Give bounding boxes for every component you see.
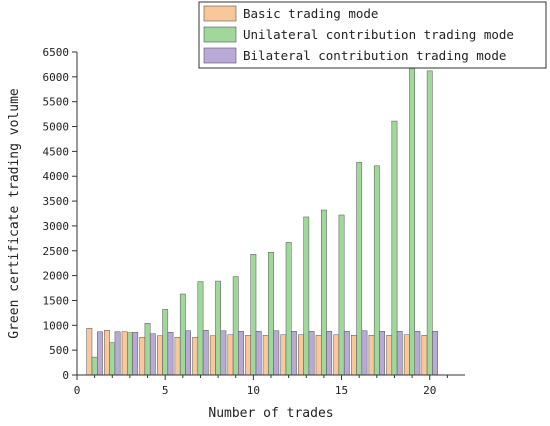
bar-series-1-trade-2 bbox=[104, 330, 110, 376]
y-tick-label: 500 bbox=[49, 344, 69, 357]
x-tick-label: 15 bbox=[335, 384, 348, 397]
bar-series-3-trade-1 bbox=[97, 331, 103, 376]
y-tick-label: 5000 bbox=[43, 121, 70, 134]
bar-series-2-trade-4 bbox=[144, 323, 151, 376]
bar-series-3-trade-10 bbox=[255, 331, 262, 376]
bar-series-1-trade-15 bbox=[333, 334, 340, 376]
x-tick-label: 5 bbox=[162, 384, 169, 397]
y-axis-title: Green certificate trading volume bbox=[7, 88, 22, 339]
y-tick-label: 4000 bbox=[43, 170, 70, 183]
bar-series-2-trade-3 bbox=[127, 332, 133, 376]
bar-series-2-trade-11 bbox=[268, 252, 274, 376]
bar-series-3-trade-20 bbox=[432, 331, 438, 376]
bar-series-2-trade-15 bbox=[338, 214, 345, 376]
legend-swatch-3 bbox=[203, 47, 237, 64]
bar-series-2-trade-20 bbox=[426, 70, 433, 376]
bar-series-3-trade-4 bbox=[149, 333, 156, 376]
bar-series-1-trade-4 bbox=[139, 336, 146, 376]
bar-series-1-trade-16 bbox=[351, 335, 357, 376]
x-axis-ticks: 0 5 10 15 20 bbox=[74, 375, 448, 397]
bar-series-3-trade-15 bbox=[343, 331, 350, 376]
y-tick-label: 2500 bbox=[43, 245, 70, 258]
x-tick-label: 0 bbox=[74, 384, 81, 397]
bar-series-1-trade-20 bbox=[421, 335, 428, 376]
bar-series-3-trade-13 bbox=[308, 331, 315, 376]
legend-label-1: Basic trading mode bbox=[243, 6, 378, 21]
bar-series-3-trade-12 bbox=[291, 331, 297, 376]
y-tick-label: 3000 bbox=[43, 220, 70, 233]
bar-series-2-trade-13 bbox=[303, 216, 310, 376]
bar-series-3-trade-9 bbox=[238, 331, 244, 376]
bar-series-2-trade-19 bbox=[409, 68, 415, 376]
bar-series-2-trade-1 bbox=[91, 356, 98, 376]
x-tick-label: 20 bbox=[423, 384, 436, 397]
bars-layer bbox=[86, 68, 438, 376]
x-tick-label: 10 bbox=[247, 384, 260, 397]
bar-series-1-trade-17 bbox=[368, 335, 375, 376]
y-tick-label: 2000 bbox=[43, 270, 70, 283]
bar-series-3-trade-2 bbox=[114, 331, 121, 376]
y-tick-label: 1000 bbox=[43, 319, 70, 332]
legend-label-2: Unilateral contribution trading mode bbox=[243, 27, 514, 42]
legend: Basic trading mode Unilateral contributio… bbox=[198, 1, 547, 69]
bar-series-1-trade-6 bbox=[174, 336, 181, 376]
y-tick-label: 6500 bbox=[43, 46, 70, 59]
bar-series-2-trade-7 bbox=[197, 281, 204, 376]
bar-series-3-trade-11 bbox=[273, 330, 280, 376]
bar-series-3-trade-14 bbox=[326, 331, 333, 376]
y-tick-label: 4500 bbox=[43, 145, 70, 158]
bar-series-1-trade-18 bbox=[386, 335, 393, 376]
bar-series-2-trade-16 bbox=[356, 162, 363, 376]
bar-series-3-trade-17 bbox=[379, 331, 385, 376]
bar-series-2-trade-17 bbox=[373, 165, 380, 376]
bar-series-1-trade-19 bbox=[403, 334, 410, 376]
bar-series-1-trade-12 bbox=[280, 334, 287, 376]
bar-series-2-trade-8 bbox=[215, 280, 221, 376]
y-tick-label: 5500 bbox=[43, 96, 70, 109]
bar-series-3-trade-7 bbox=[202, 330, 209, 376]
bar-series-3-trade-18 bbox=[396, 331, 403, 376]
bar-series-1-trade-8 bbox=[209, 335, 216, 376]
bar-series-1-trade-3 bbox=[121, 331, 128, 376]
bar-series-3-trade-19 bbox=[414, 331, 421, 376]
legend-label-3: Bilateral contribution trading mode bbox=[243, 48, 506, 63]
bar-series-3-trade-6 bbox=[185, 330, 192, 376]
legend-swatch-1 bbox=[203, 5, 237, 22]
bar-series-2-trade-9 bbox=[232, 276, 239, 376]
bar-series-2-trade-14 bbox=[321, 209, 327, 376]
bar-series-2-trade-10 bbox=[250, 254, 257, 376]
y-tick-label: 6000 bbox=[43, 71, 70, 84]
bar-series-1-trade-5 bbox=[157, 335, 163, 376]
legend-box bbox=[198, 1, 547, 69]
bar-series-2-trade-2 bbox=[109, 342, 116, 376]
bar-series-2-trade-5 bbox=[162, 309, 169, 376]
bar-series-1-trade-10 bbox=[245, 335, 251, 376]
bar-series-1-trade-7 bbox=[192, 336, 199, 376]
bar-series-3-trade-5 bbox=[167, 332, 174, 376]
legend-swatch-2 bbox=[203, 26, 237, 43]
y-tick-label: 0 bbox=[62, 369, 69, 382]
bar-series-2-trade-6 bbox=[179, 293, 186, 376]
bar-series-1-trade-13 bbox=[298, 334, 304, 376]
bar-series-1-trade-9 bbox=[227, 334, 234, 376]
bar-series-1-trade-11 bbox=[262, 335, 269, 376]
bar-series-3-trade-16 bbox=[361, 330, 368, 376]
y-axis-ticks: 0 500 1000 1500 2000 2500 3000 3500 4000 4500 5000… bbox=[43, 46, 77, 382]
y-tick-label: 3500 bbox=[43, 195, 70, 208]
bar-series-2-trade-12 bbox=[285, 242, 292, 376]
y-tick-label: 1500 bbox=[43, 294, 70, 307]
bar-series-3-trade-3 bbox=[132, 332, 139, 376]
bar-series-3-trade-8 bbox=[220, 330, 227, 376]
bar-series-1-trade-14 bbox=[315, 335, 322, 376]
bar-series-2-trade-18 bbox=[391, 120, 398, 376]
bar-series-1-trade-1 bbox=[86, 328, 93, 376]
x-axis-title: Number of trades bbox=[208, 406, 333, 421]
